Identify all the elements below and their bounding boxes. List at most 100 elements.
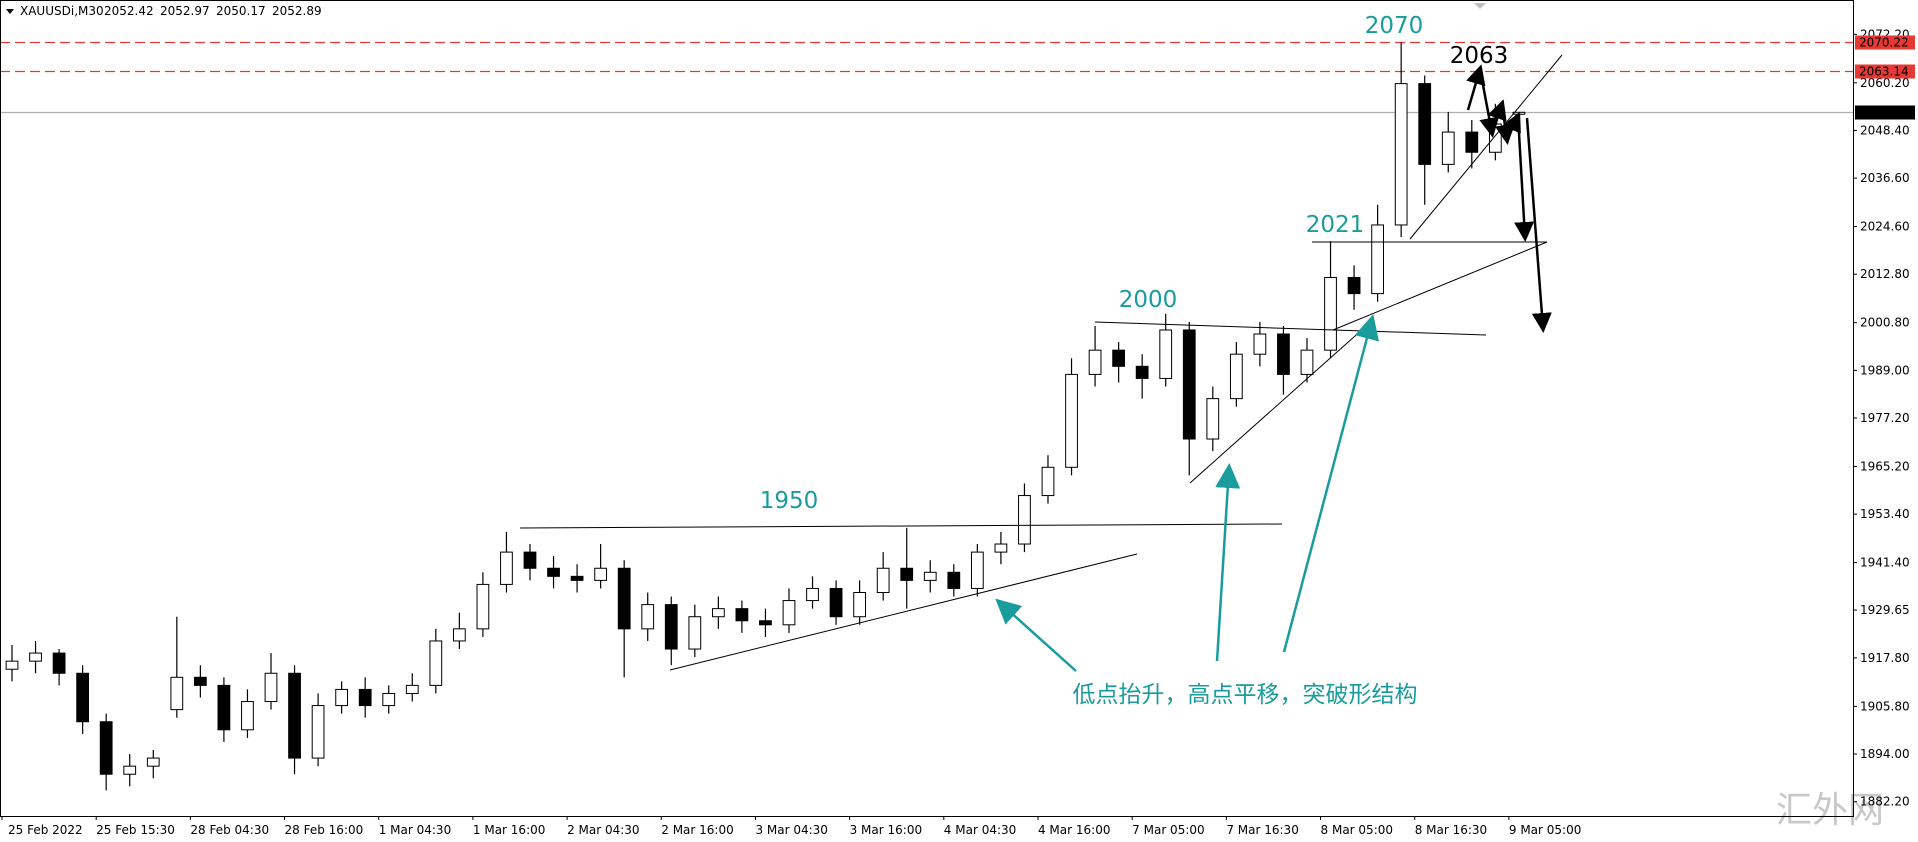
arrow	[1478, 68, 1500, 138]
y-tick-label: 2000.80	[1860, 316, 1910, 330]
annotation: 低点抬升，高点平移，突破形结构	[1073, 682, 1418, 708]
candle-body	[146, 757, 160, 767]
candle-body	[1065, 373, 1078, 468]
x-tick-label: 28 Feb 04:30	[190, 823, 269, 837]
candle-body	[735, 608, 749, 622]
arrow	[1466, 64, 1486, 111]
x-tick-label: 8 Mar 16:30	[1415, 823, 1488, 837]
y-tick-label: 1953.40	[1860, 507, 1910, 521]
levels	[0, 41, 1853, 114]
candle-body	[193, 676, 207, 686]
candle-body	[1135, 365, 1149, 379]
header-high: 2052.97	[160, 4, 210, 18]
y-tick-label: 1905.80	[1860, 699, 1910, 713]
candle-body	[829, 587, 843, 618]
candle-body	[52, 652, 66, 674]
candle-body	[358, 688, 372, 707]
header-open: 2052.42	[104, 4, 154, 18]
candle-body	[1277, 333, 1290, 375]
candle-body	[1253, 333, 1267, 355]
trendline	[669, 553, 1138, 671]
y-tick-label: 2060.20	[1860, 76, 1910, 90]
x-tick-label: 1 Mar 04:30	[379, 823, 452, 837]
candle-body	[76, 672, 90, 723]
header-icon	[6, 9, 14, 14]
axes: 1882.20 1894.00 1905.80 1917.80 1929.65 1941.…	[1, 27, 1915, 837]
candle-body	[99, 721, 113, 775]
candle-body	[1229, 353, 1243, 400]
candle-body	[1041, 466, 1055, 497]
candle-body	[241, 701, 254, 731]
y-tick-label: 1917.80	[1860, 651, 1910, 665]
candle-body	[1112, 349, 1126, 367]
price-level-box	[1855, 35, 1915, 50]
x-tick-label: 25 Feb 15:30	[96, 823, 175, 837]
candle-body	[523, 551, 537, 569]
arrow	[1282, 314, 1379, 653]
candle-body	[876, 567, 890, 593]
candle-body	[1418, 83, 1432, 165]
x-tick-label: 28 Feb 16:00	[285, 823, 364, 837]
y-tick-label: 2012.80	[1860, 267, 1910, 281]
annotation: 1950	[760, 488, 819, 514]
y-tick-label: 2048.40	[1860, 123, 1910, 137]
trendlines	[519, 54, 1563, 671]
trendline	[1094, 321, 1487, 336]
x-tick-label: 9 Mar 05:00	[1509, 823, 1582, 837]
candle-body	[806, 587, 819, 602]
header-close: 2052.89	[272, 4, 322, 18]
candle-body	[547, 567, 560, 577]
candle-body	[1347, 276, 1361, 295]
candle-body	[853, 591, 867, 618]
candle-body	[1465, 131, 1479, 153]
candle-body	[664, 604, 678, 650]
y-tick-label: 1941.40	[1860, 556, 1910, 570]
candle-body	[500, 551, 513, 585]
arrow	[1487, 99, 1507, 134]
annotation: 2021	[1306, 212, 1365, 238]
symbol: XAUUSDi,M30	[20, 4, 104, 18]
arrow	[1502, 111, 1521, 141]
x-tick-label: 1 Mar 16:00	[473, 823, 546, 837]
price-level-label: 2052.89	[1859, 106, 1909, 120]
candle-body	[1441, 131, 1455, 165]
candle-body	[264, 672, 278, 703]
x-tick-label: 3 Mar 16:00	[850, 823, 923, 837]
shift-marker	[1474, 3, 1486, 9]
y-tick-label: 1882.20	[1860, 795, 1910, 809]
price-level-box	[1855, 105, 1915, 120]
y-tick-label: 1929.65	[1860, 603, 1910, 617]
candle-body	[1206, 398, 1220, 440]
candle-body	[217, 684, 231, 731]
annotation: 2070	[1365, 13, 1424, 39]
candle-body	[970, 551, 984, 589]
candle-body	[1182, 329, 1196, 440]
annotation: 2063	[1450, 43, 1509, 69]
y-tick-label: 1965.20	[1860, 459, 1910, 473]
trendline	[519, 523, 1283, 529]
x-tick-label: 2 Mar 04:30	[567, 823, 640, 837]
x-tick-label: 7 Mar 16:30	[1226, 823, 1299, 837]
arrow	[1215, 463, 1241, 662]
arrow	[1514, 115, 1535, 242]
candle-body	[476, 583, 490, 630]
black-arrows	[1466, 64, 1552, 333]
arrow	[995, 598, 1077, 672]
candle-body	[923, 571, 937, 581]
candle-body	[382, 692, 396, 707]
y-tick-label: 2036.60	[1860, 171, 1910, 185]
candle-body	[429, 640, 443, 686]
candle-body	[5, 660, 19, 670]
candle-body	[900, 567, 914, 581]
candle-body	[29, 652, 42, 662]
candle-body	[594, 567, 608, 581]
candle-body	[617, 567, 631, 630]
candle-body	[1088, 349, 1102, 375]
candle-body	[994, 543, 1008, 553]
annotation: 2000	[1119, 287, 1178, 313]
y-tick-label: 1894.00	[1860, 747, 1910, 761]
candle-body	[311, 705, 325, 759]
price-level-label: 2070.22	[1859, 36, 1909, 50]
